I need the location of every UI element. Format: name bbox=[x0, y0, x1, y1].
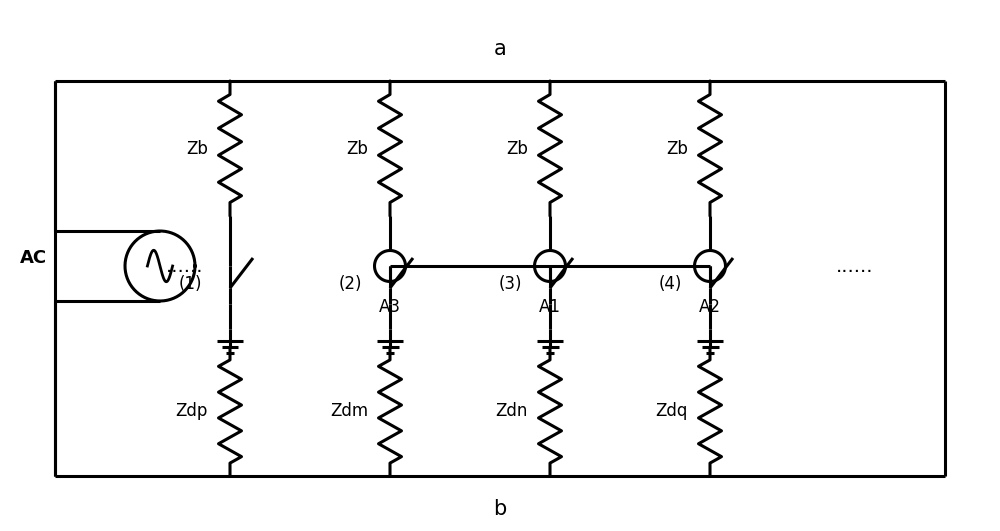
Text: Zdp: Zdp bbox=[176, 402, 208, 421]
Text: Zb: Zb bbox=[346, 140, 368, 158]
Text: Zb: Zb bbox=[506, 140, 528, 158]
Text: Zdq: Zdq bbox=[656, 402, 688, 421]
Text: ......: ...... bbox=[166, 256, 204, 276]
Text: AC: AC bbox=[20, 249, 47, 267]
Text: Zdn: Zdn bbox=[496, 402, 528, 421]
Text: b: b bbox=[493, 499, 507, 519]
Text: Zb: Zb bbox=[186, 140, 208, 158]
Text: (2): (2) bbox=[338, 275, 362, 293]
Text: (3): (3) bbox=[498, 275, 522, 293]
Text: A3: A3 bbox=[379, 298, 401, 316]
Text: A1: A1 bbox=[539, 298, 561, 316]
Text: (1): (1) bbox=[178, 275, 202, 293]
Text: ......: ...... bbox=[836, 256, 874, 276]
Text: (4): (4) bbox=[659, 275, 682, 293]
Text: Zdm: Zdm bbox=[330, 402, 368, 421]
Text: A2: A2 bbox=[699, 298, 721, 316]
Text: a: a bbox=[494, 39, 506, 59]
Text: Zb: Zb bbox=[666, 140, 688, 158]
